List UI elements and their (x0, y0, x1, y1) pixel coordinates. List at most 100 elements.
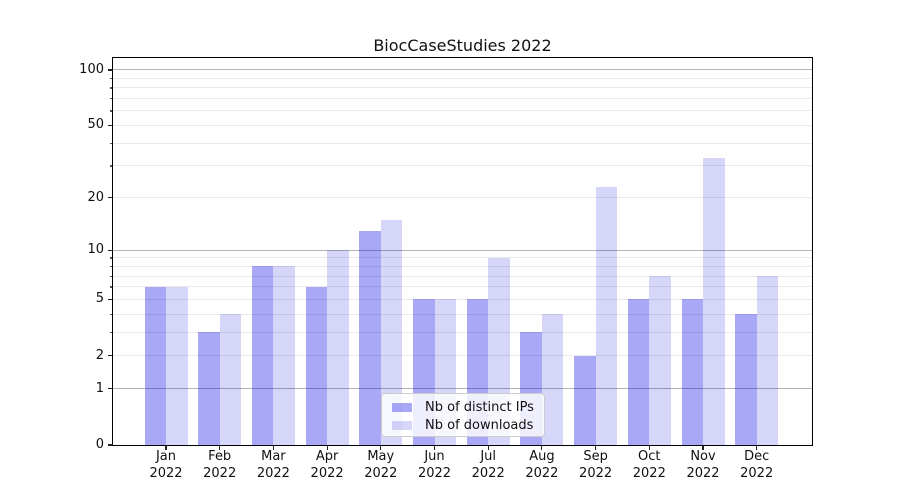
gridline-minor (113, 313, 812, 315)
bar-downloads-mar (273, 266, 295, 445)
y-tick (108, 355, 113, 357)
gridline-minor (113, 286, 812, 288)
x-tick-label: Jan 2022 (149, 449, 183, 481)
y-tick (108, 69, 113, 71)
y-minor-tick (110, 98, 113, 100)
legend-label-distinct-ips: Nb of distinct IPs (425, 399, 534, 415)
y-minor-tick (110, 331, 113, 334)
x-tick-label: Apr 2022 (310, 449, 344, 481)
gridline-minor (113, 197, 812, 199)
gridline-minor (113, 77, 812, 79)
y-minor-tick (110, 286, 113, 288)
y-minor-tick (110, 165, 113, 167)
gridline-minor (113, 110, 812, 112)
y-minor-tick (110, 275, 113, 277)
bar-ips-may (359, 230, 381, 445)
bar-downloads-oct (649, 276, 671, 445)
gridline-minor (113, 257, 812, 259)
bar-downloads-jan (166, 286, 188, 445)
bar-ips-feb (198, 332, 220, 445)
y-minor-tick (110, 257, 113, 259)
gridline-minor (113, 165, 812, 167)
bar-ips-nov (681, 299, 703, 445)
y-tick-label: 100 (79, 61, 104, 77)
y-tick (108, 124, 113, 127)
y-tick (108, 444, 113, 446)
chart-title: BiocCaseStudies 2022 (373, 36, 552, 55)
plot-area: Nb of distinct IPs Nb of downloads (113, 58, 812, 445)
bar-ips-oct (627, 299, 650, 445)
bar-downloads-nov (703, 158, 725, 445)
y-minor-tick (110, 142, 113, 144)
gridline-minor (113, 98, 812, 100)
y-minor-tick (110, 110, 113, 112)
x-tick-label: May 2022 (364, 449, 398, 481)
bar-ips-dec (735, 314, 757, 445)
x-tick-label: Feb 2022 (203, 449, 237, 481)
x-tick (702, 445, 704, 450)
y-tick (108, 388, 113, 390)
x-tick-label: Jul 2022 (471, 449, 505, 481)
y-tick (108, 249, 113, 251)
y-tick-label: 20 (87, 189, 104, 205)
gridline-minor (113, 355, 812, 357)
y-tick (108, 196, 113, 199)
x-tick (487, 445, 489, 450)
bar-ips-jan (144, 286, 166, 445)
x-tick-label: Dec 2022 (740, 449, 774, 481)
y-tick-label: 2 (95, 347, 104, 363)
gridline-minor (113, 124, 812, 126)
gridline-minor (113, 87, 812, 89)
gridline-major (113, 388, 812, 390)
gridline-minor (113, 331, 812, 333)
legend-swatch-downloads (392, 420, 412, 430)
gridline-minor (113, 142, 812, 144)
y-minor-tick (110, 77, 113, 80)
bar-downloads-dec (756, 276, 779, 445)
y-tick-label: 10 (87, 242, 104, 258)
y-tick-label: 1 (95, 380, 104, 396)
bar-downloads-may (380, 219, 403, 445)
x-tick-label: Nov 2022 (686, 449, 720, 481)
y-tick (108, 298, 113, 300)
bar-downloads-apr (327, 250, 349, 445)
x-tick-label: Aug 2022 (525, 449, 559, 481)
x-tick (433, 445, 436, 450)
gridline-minor (113, 298, 812, 300)
gridline-major (113, 249, 812, 251)
bar-downloads-feb (219, 314, 242, 445)
x-tick (756, 445, 758, 450)
x-tick (648, 445, 650, 450)
x-tick (595, 445, 597, 450)
y-minor-tick (110, 313, 113, 315)
gridline-minor (113, 275, 812, 277)
legend-item-downloads: Nb of downloads (392, 416, 534, 434)
y-minor-tick (110, 265, 113, 268)
x-tick (541, 445, 543, 450)
x-tick-label: Jun 2022 (417, 449, 452, 481)
x-tick (219, 445, 221, 450)
bar-ips-apr (305, 286, 328, 445)
x-tick (165, 445, 167, 450)
bar-ips-sep (574, 355, 596, 445)
y-tick-label: 50 (87, 117, 104, 133)
legend-label-downloads: Nb of downloads (425, 417, 534, 433)
x-tick (326, 445, 328, 450)
x-tick (272, 445, 274, 450)
y-tick-label: 0 (95, 437, 104, 452)
legend: Nb of distinct IPs Nb of downloads (381, 393, 545, 437)
gridline-major (113, 69, 812, 71)
bar-downloads-aug (541, 314, 564, 445)
legend-item-distinct-ips: Nb of distinct IPs (392, 398, 534, 416)
x-tick (380, 445, 382, 450)
legend-swatch-distinct-ips (392, 402, 412, 412)
x-tick-label: Oct 2022 (632, 449, 666, 481)
bar-downloads-sep (595, 186, 618, 445)
x-tick-label: Mar 2022 (256, 449, 290, 481)
x-tick-label: Sep 2022 (579, 449, 613, 481)
gridline-minor (113, 265, 812, 267)
y-minor-tick (110, 87, 113, 89)
bar-ips-mar (251, 266, 274, 445)
y-tick-label: 5 (95, 291, 104, 307)
